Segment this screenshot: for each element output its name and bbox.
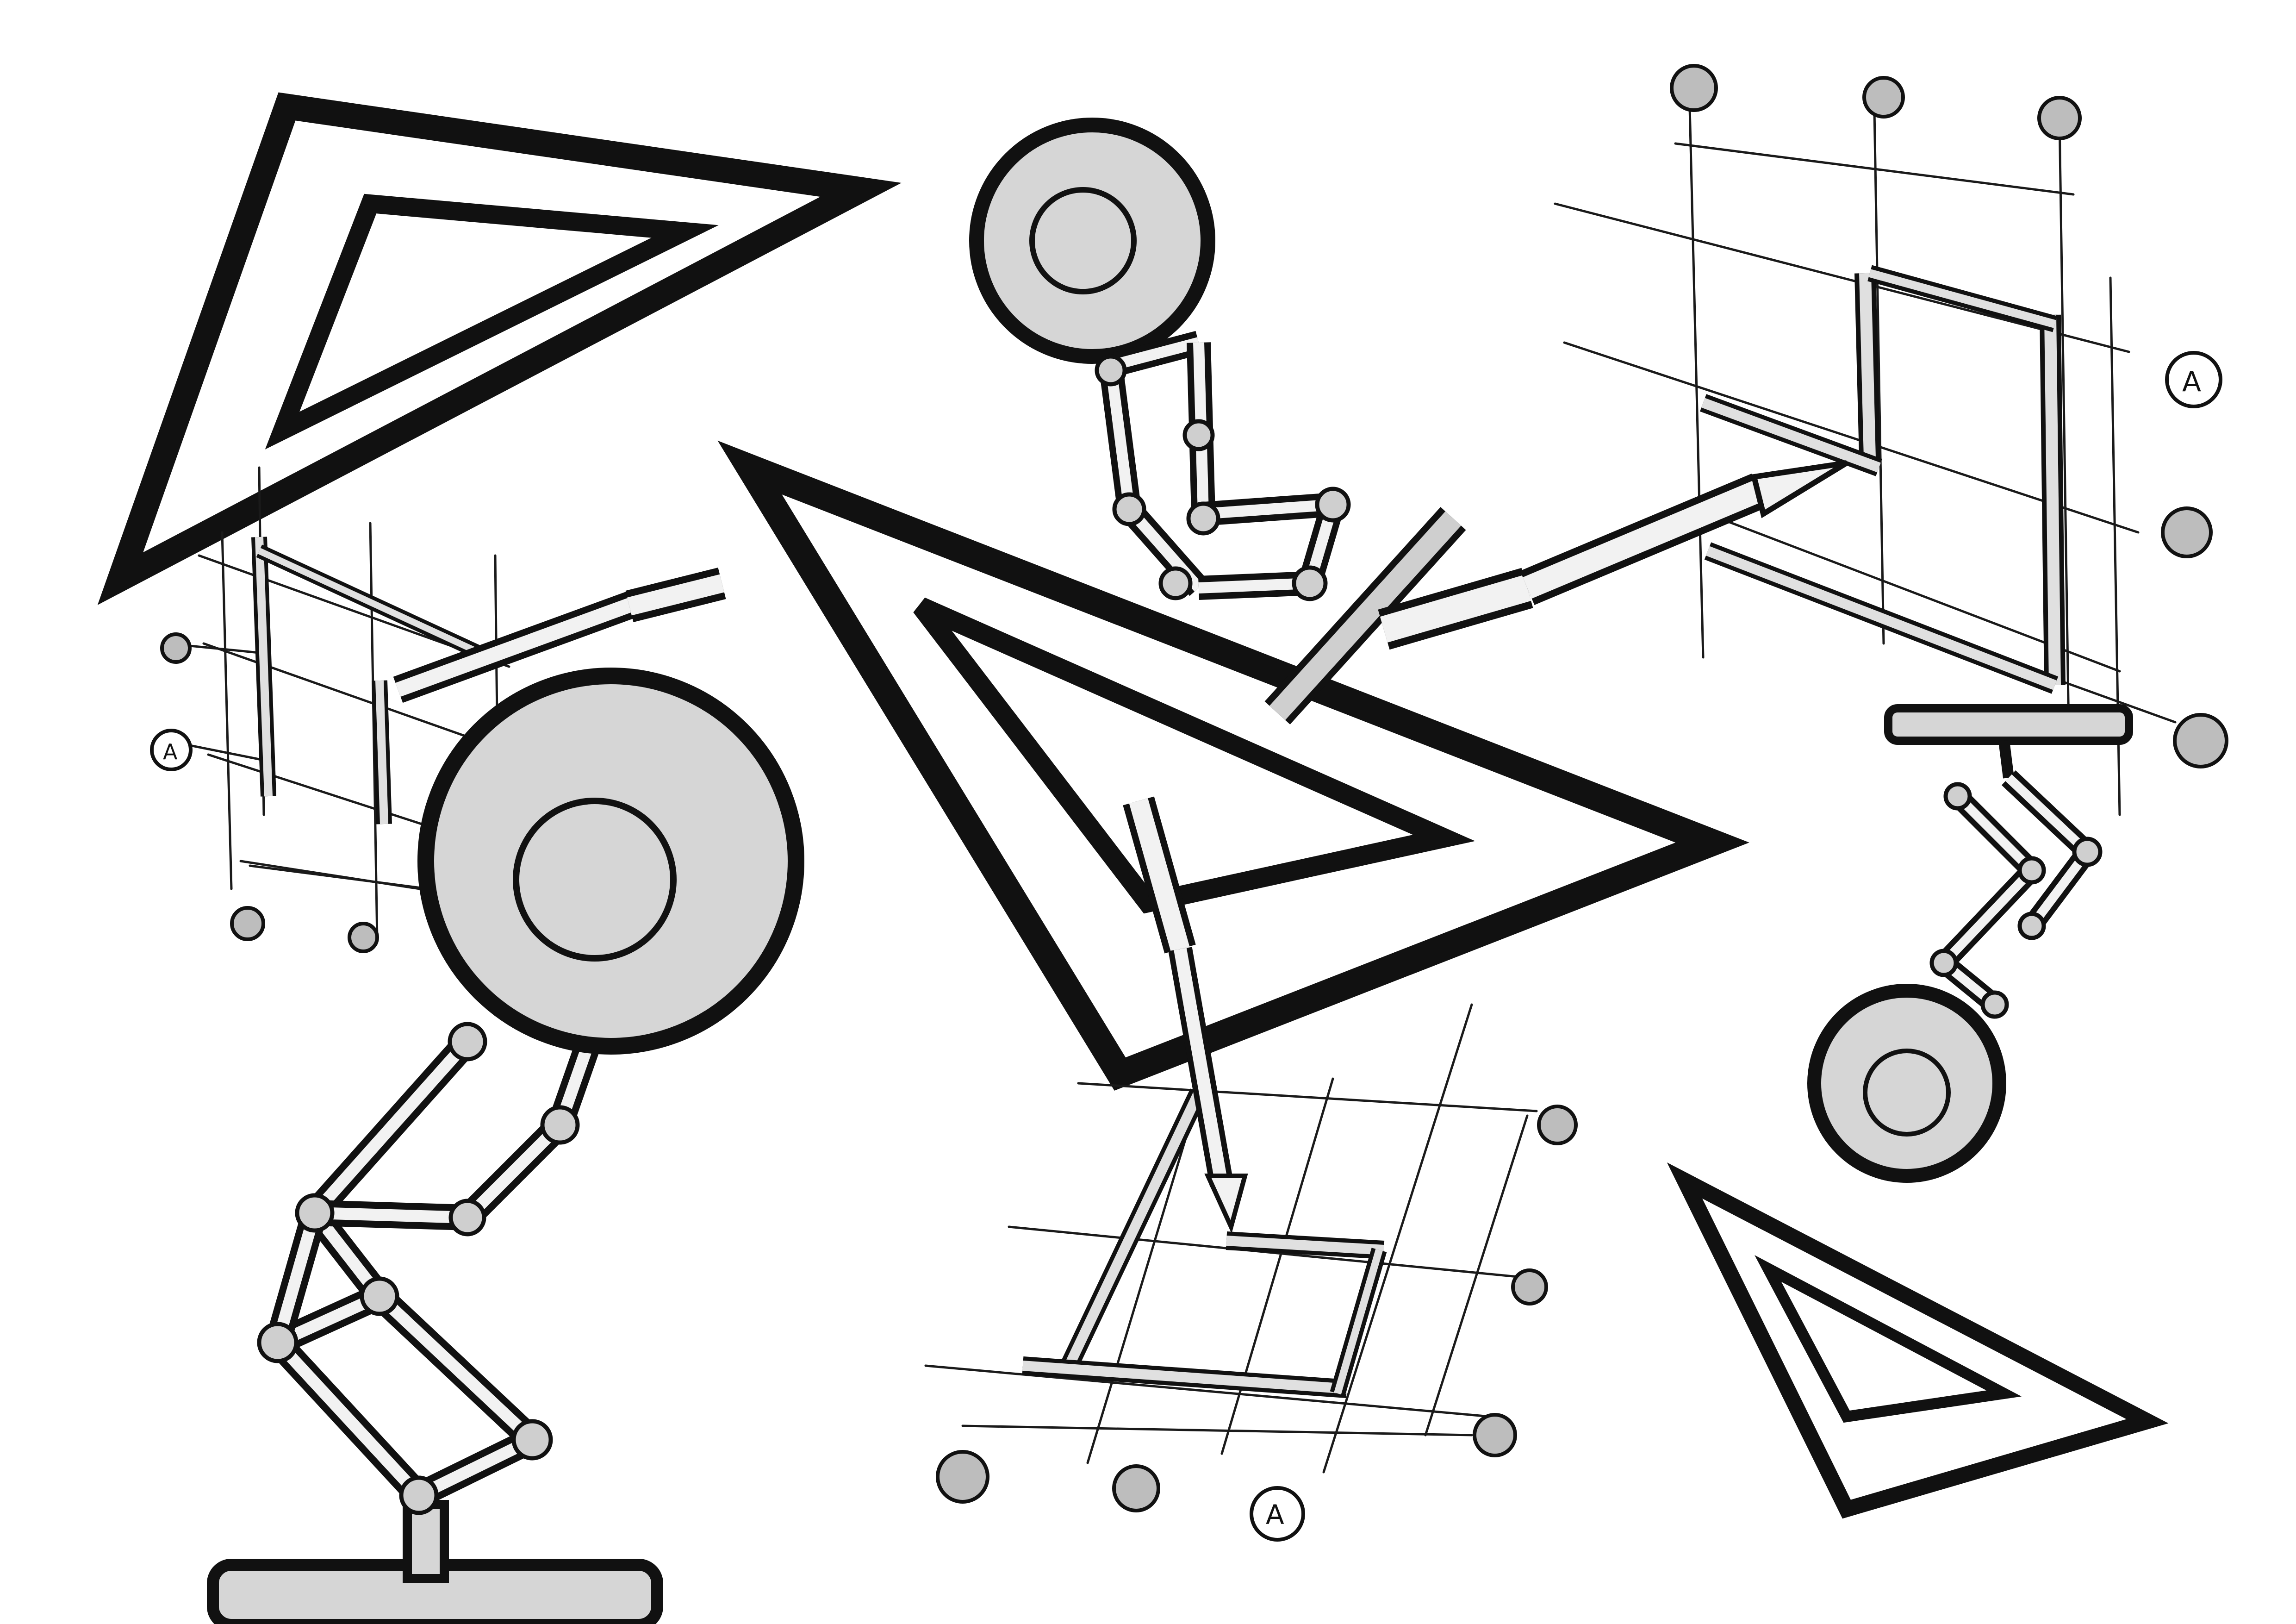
set-square-top-left bbox=[97, 92, 902, 605]
grid-right-top: A bbox=[1554, 64, 2228, 816]
node-label: A bbox=[163, 739, 178, 764]
lamp-hanging bbox=[969, 118, 1848, 725]
node-label: A bbox=[1266, 1499, 1284, 1530]
set-square-bottom-right bbox=[1667, 1162, 2169, 1519]
grid-bottom-center: A bbox=[924, 1003, 1578, 1542]
node-label: A bbox=[2182, 366, 2201, 398]
lamp-upside-down bbox=[1807, 704, 2133, 1183]
extra-label: A bbox=[1851, 1411, 1852, 1412]
lamp-large bbox=[207, 568, 804, 1624]
pencil-center bbox=[1123, 796, 1248, 1234]
set-square-center bbox=[717, 440, 1749, 1091]
